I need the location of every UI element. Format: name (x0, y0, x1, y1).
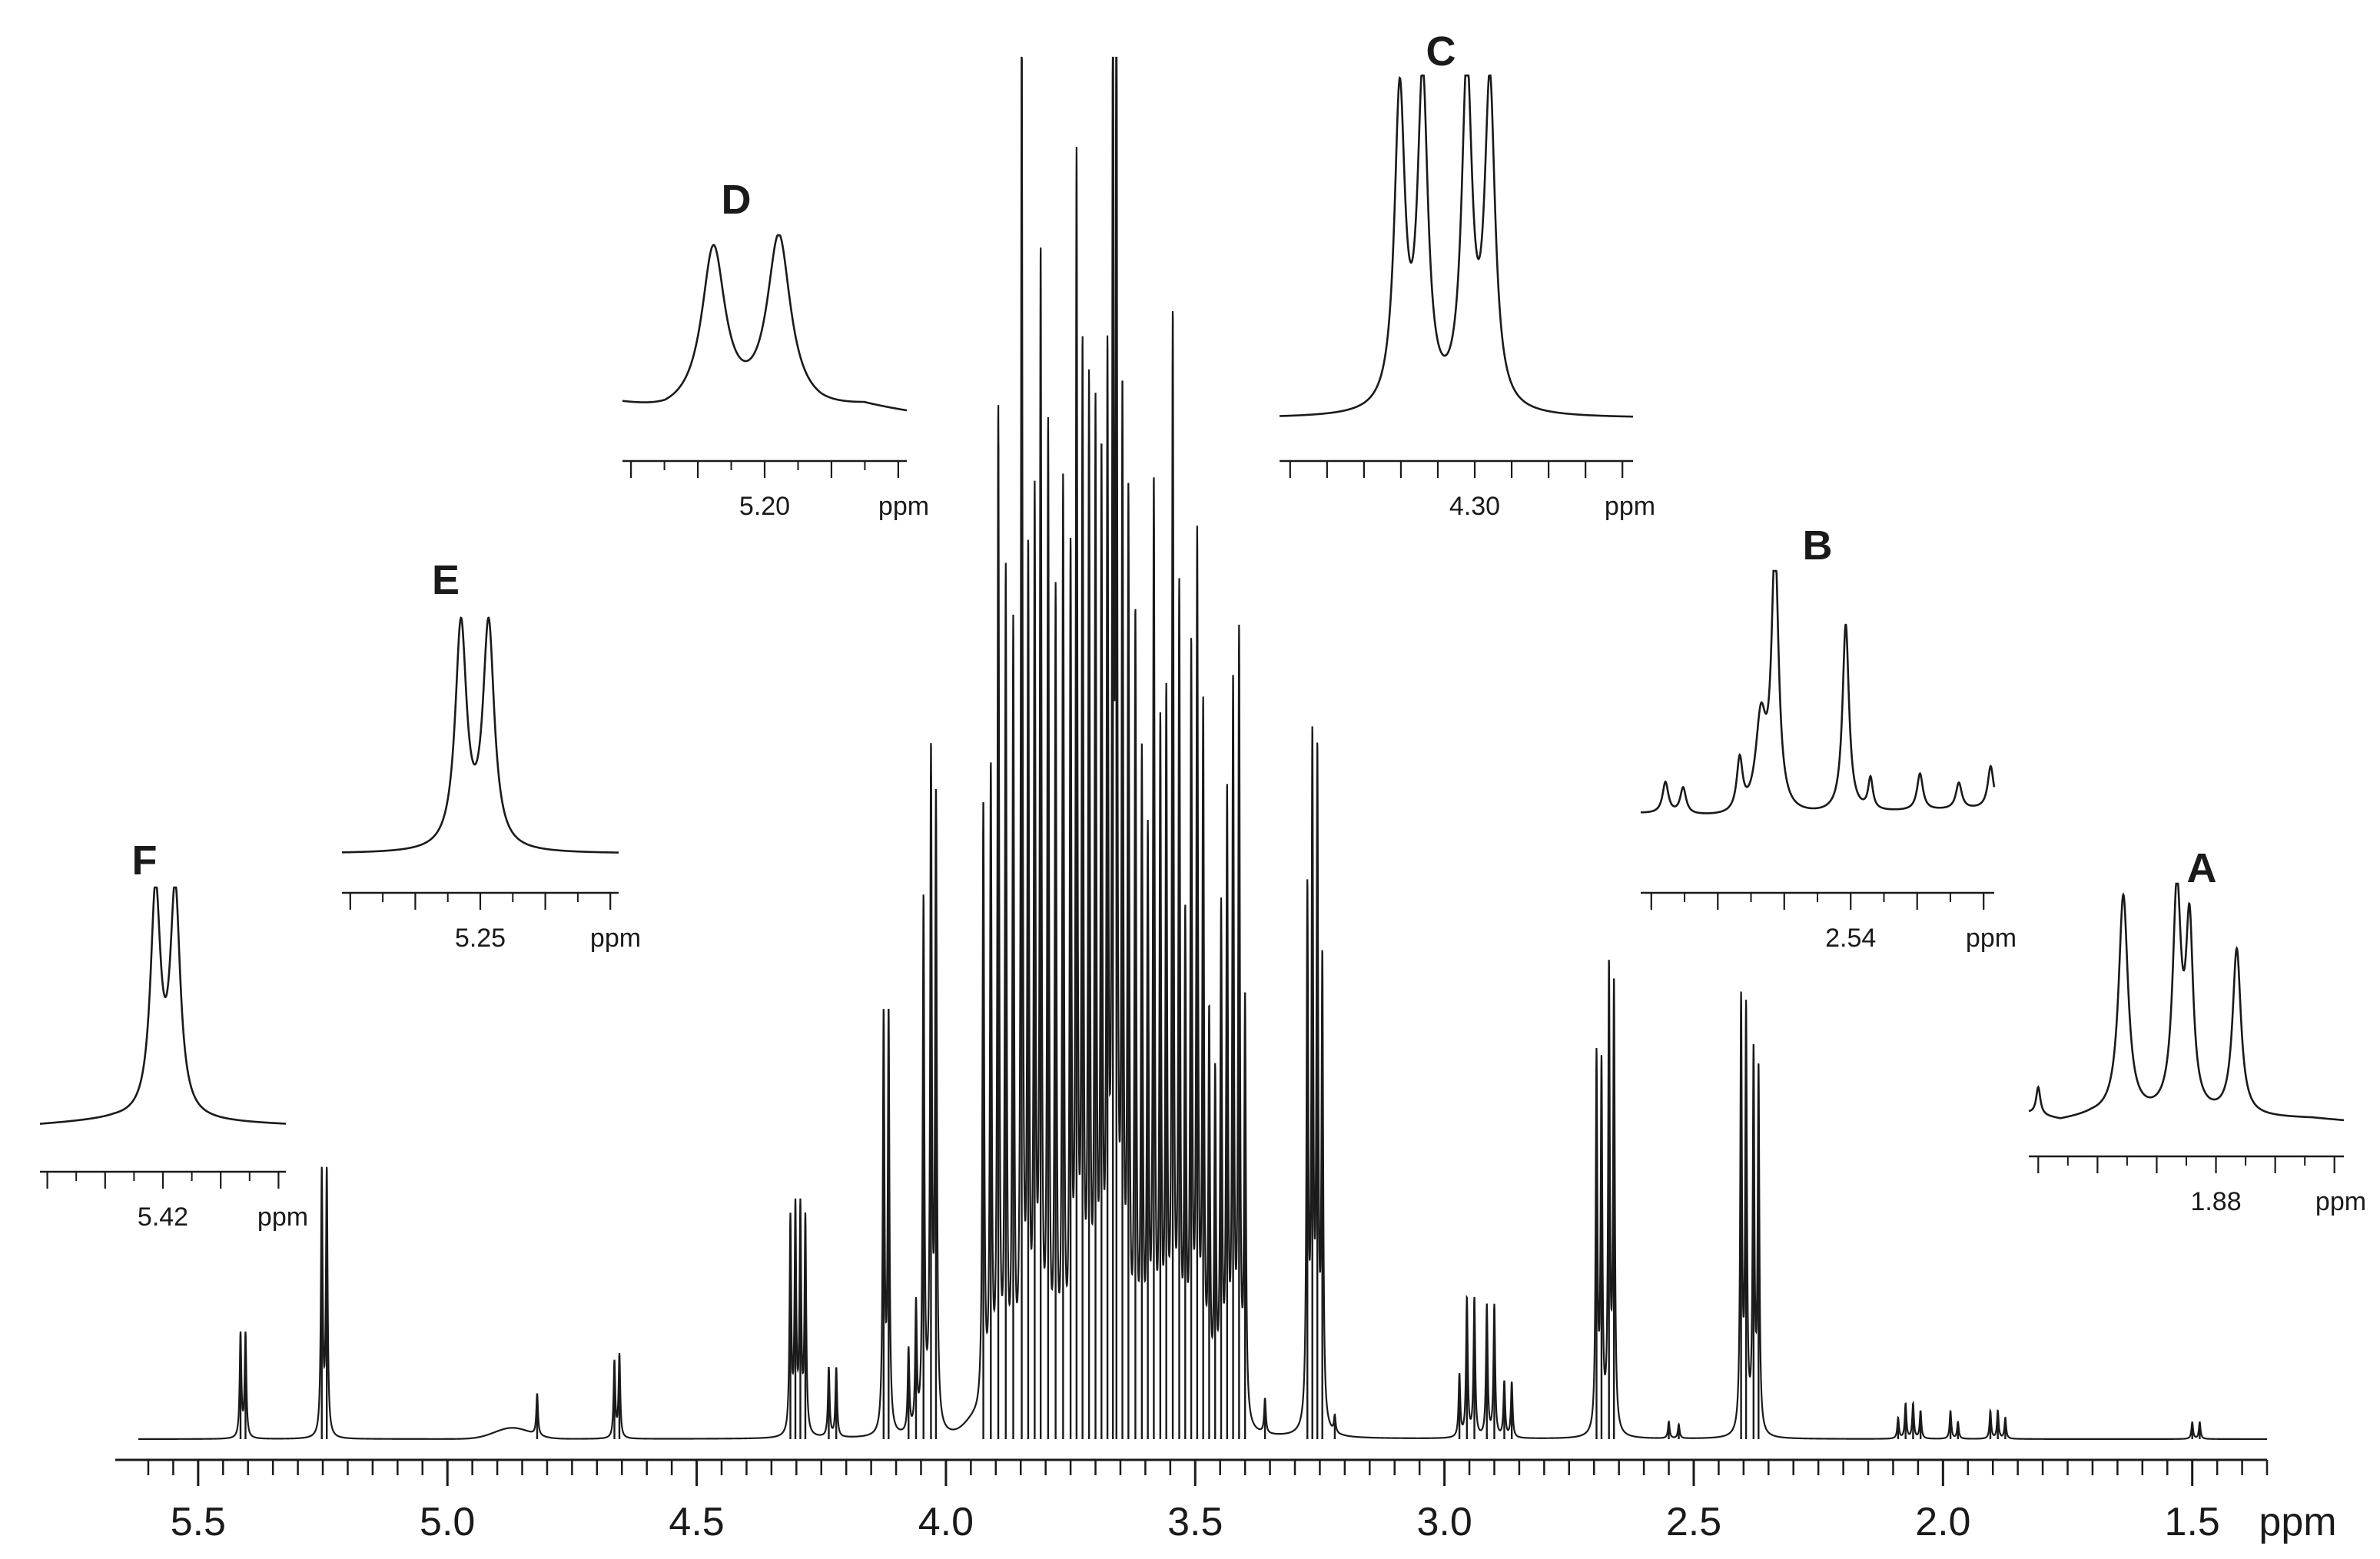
inset-D-chart: 5.20 ppm D (622, 177, 929, 521)
inset-C-unit-label: ppm (1605, 492, 1655, 521)
inset-C-chart: 4.30 ppm C (1279, 28, 1655, 521)
inset-D-tick-label: 5.20 (739, 492, 790, 521)
inset-F-unit-label: ppm (257, 1202, 308, 1232)
inset-E-trace (341, 616, 619, 854)
inset-B-tick-label: 2.54 (1825, 924, 1876, 953)
x-tick-label: 5.0 (420, 1500, 475, 1544)
inset-F-chart: 5.42 ppm F (39, 838, 308, 1232)
inset-B-letter: B (1803, 522, 1833, 569)
inset-D-unit-label: ppm (878, 492, 929, 521)
inset-A-chart: 1.88 ppm A (2028, 845, 2366, 1216)
inset-B-trace (1640, 569, 1996, 814)
x-tick-label: 1.5 (2165, 1500, 2220, 1544)
x-axis-label: ppm (2259, 1500, 2336, 1544)
x-tick-label: 3.5 (1167, 1500, 1223, 1544)
inset-C-trace (1279, 75, 1634, 418)
inset-D-letter: D (722, 177, 752, 223)
inset-A-tick-label: 1.88 (2190, 1187, 2241, 1216)
inset-F-letter: F (132, 838, 158, 884)
inset-E-tick-label: 5.25 (455, 924, 506, 953)
inset-B-unit-label: ppm (1966, 924, 2017, 953)
inset-F-trace (39, 886, 287, 1125)
x-tick-label: 2.5 (1666, 1500, 1721, 1544)
inset-E-letter: E (432, 557, 460, 603)
main-chart: 5.5 5.0 4.5 4.0 3.5 3.0 2.5 2.0 1.5 ppm (115, 56, 2337, 1544)
inset-A-trace (2028, 882, 2345, 1122)
x-tick-label: 5.5 (171, 1500, 226, 1544)
x-tick-label: 4.5 (669, 1500, 724, 1544)
inset-E-chart: 5.25 ppm E (341, 557, 641, 953)
inset-C-tick-label: 4.30 (1449, 492, 1500, 521)
inset-C-letter: C (1426, 28, 1456, 75)
inset-F-tick-label: 5.42 (138, 1202, 188, 1232)
x-tick-label: 4.0 (918, 1500, 974, 1544)
inset-B-chart: 2.54 ppm B (1640, 522, 2017, 953)
x-tick-label: 3.0 (1416, 1500, 1472, 1544)
inset-A-unit-label: ppm (2315, 1187, 2366, 1216)
x-tick-label: 2.0 (1915, 1500, 1970, 1544)
inset-D-trace (622, 234, 908, 412)
inset-A-letter: A (2187, 845, 2217, 891)
inset-E-unit-label: ppm (590, 924, 641, 953)
